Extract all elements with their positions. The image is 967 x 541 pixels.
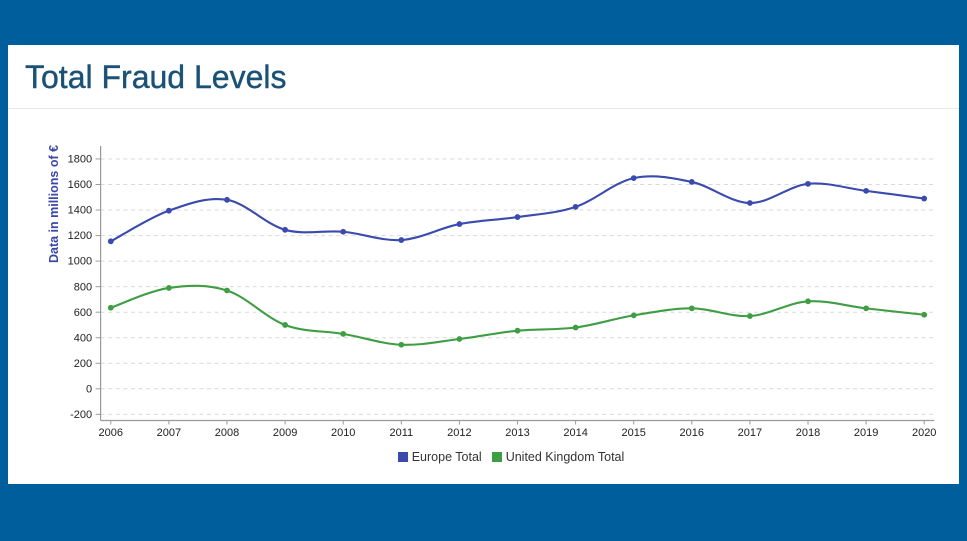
xtick-label-2019: 2019 — [854, 427, 878, 439]
series-1-marker-2013 — [514, 327, 521, 334]
ytick-label--200: -200 — [70, 409, 92, 421]
chart-title: Total Fraud Levels — [25, 58, 287, 95]
series-1-marker-2007 — [166, 285, 172, 291]
series-1-marker-2008 — [224, 287, 230, 294]
series-1-marker-2011 — [398, 341, 405, 348]
series-0-marker-2008 — [224, 196, 230, 203]
xtick-label-2010: 2010 — [331, 427, 355, 439]
xtick-label-2017: 2017 — [738, 427, 762, 439]
ytick-label-1600: 1600 — [68, 179, 92, 191]
series-1-marker-2009 — [282, 322, 288, 328]
line-chart: -200 0 200 400 600 800 1000 1200 1400 1600 1800 200… — [47, 145, 936, 439]
ytick-label-200: 200 — [74, 358, 92, 370]
xtick-label-2007: 2007 — [157, 427, 181, 439]
series-1-marker-2015 — [630, 312, 637, 319]
series-1-marker-2018 — [805, 298, 811, 305]
series-1-marker-2012 — [456, 336, 463, 342]
series-0-marker-2017 — [747, 200, 753, 206]
legend-swatch-icon — [397, 451, 408, 462]
ytick-label-800: 800 — [74, 281, 92, 293]
series-0-marker-2019 — [863, 187, 869, 194]
ytick-label-0: 0 — [86, 383, 92, 395]
series-0-marker-2011 — [398, 237, 405, 243]
ytick-label-400: 400 — [74, 332, 92, 344]
series-0-marker-2016 — [688, 179, 695, 185]
xtick-label-2013: 2013 — [505, 427, 529, 439]
legend-label: United Kingdom Total — [505, 449, 625, 464]
xtick-label-2006: 2006 — [99, 427, 123, 439]
xtick-label-2015: 2015 — [621, 427, 645, 439]
chart-card: Total Fraud Levels -200 0 200 400 600 800 1000… — [8, 45, 959, 484]
ytick-label-1400: 1400 — [68, 205, 92, 217]
series-1-marker-2010 — [340, 330, 347, 337]
chart-legend: Europe Total United Kingdom Total — [94, 449, 928, 465]
series-1-marker-2020 — [921, 311, 928, 318]
xtick-label-2018: 2018 — [796, 427, 820, 439]
xtick-label-2016: 2016 — [680, 427, 704, 439]
series-line-0 — [110, 175, 925, 243]
ytick-label-1800: 1800 — [68, 154, 92, 166]
legend-swatch-icon — [491, 451, 502, 462]
series-1-marker-2016 — [688, 305, 695, 312]
series-0-marker-2009 — [282, 226, 288, 233]
xtick-label-2008: 2008 — [215, 427, 239, 439]
series-1-marker-2014 — [572, 324, 579, 331]
series-line-1 — [110, 284, 925, 346]
series-0-marker-2014 — [572, 203, 579, 210]
legend-item-0[interactable]: Europe Total — [397, 449, 482, 464]
xtick-label-2012: 2012 — [447, 427, 471, 439]
xtick-label-2020: 2020 — [912, 427, 936, 439]
card-header: Total Fraud Levels — [8, 45, 959, 109]
y-axis-title: Data in millions of € — [47, 145, 61, 263]
series-0-marker-2013 — [514, 214, 521, 220]
legend-item-1[interactable]: United Kingdom Total — [491, 449, 625, 464]
series-0-marker-2006 — [107, 238, 114, 245]
xtick-label-2014: 2014 — [563, 427, 587, 439]
series-0-marker-2015 — [630, 175, 637, 182]
series-0-marker-2007 — [166, 207, 172, 214]
series-0-marker-2010 — [340, 228, 347, 235]
series-0-marker-2018 — [805, 180, 811, 187]
series-0-marker-2012 — [456, 221, 463, 227]
xtick-label-2009: 2009 — [273, 427, 297, 439]
ytick-label-600: 600 — [74, 307, 92, 319]
series-0-marker-2020 — [921, 195, 928, 202]
series-1-marker-2019 — [863, 305, 869, 312]
legend-label: Europe Total — [411, 449, 482, 464]
ytick-label-1000: 1000 — [68, 256, 92, 268]
ytick-label-1200: 1200 — [68, 230, 92, 242]
xtick-label-2011: 2011 — [389, 427, 413, 439]
series-1-marker-2017 — [747, 313, 753, 319]
series-1-marker-2006 — [107, 304, 114, 311]
